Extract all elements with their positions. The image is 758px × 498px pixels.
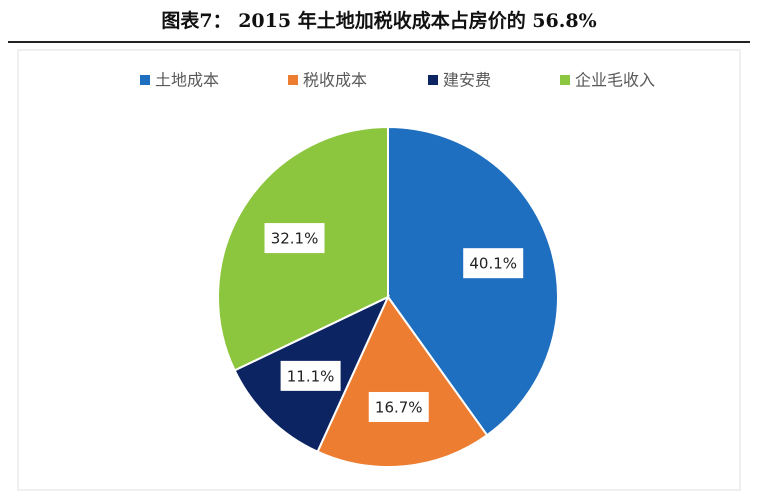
legend-label: 土地成本 — [155, 71, 219, 90]
legend-swatch — [288, 75, 298, 85]
data-label: 11.1% — [287, 367, 335, 385]
label-box — [264, 223, 325, 254]
legend-label: 企业毛收入 — [575, 71, 655, 90]
pie-slice — [316, 295, 489, 468]
data-label: 16.7% — [375, 398, 423, 416]
label-box — [463, 248, 524, 279]
data-label: 40.1% — [469, 255, 517, 273]
data-label: 32.1% — [271, 230, 319, 248]
label-box — [368, 391, 429, 422]
chart-frame — [17, 49, 741, 491]
legend-swatch — [560, 75, 570, 85]
label-box — [280, 360, 341, 391]
legend-label: 建安费 — [443, 71, 491, 90]
legend-swatch — [140, 75, 150, 85]
chart-title: 图表7： 2015 年土地加税收成本占房价的 56.8% — [161, 9, 596, 32]
legend-label: 税收成本 — [303, 71, 367, 90]
legend-swatch — [428, 75, 438, 85]
pie-slice — [387, 125, 559, 437]
